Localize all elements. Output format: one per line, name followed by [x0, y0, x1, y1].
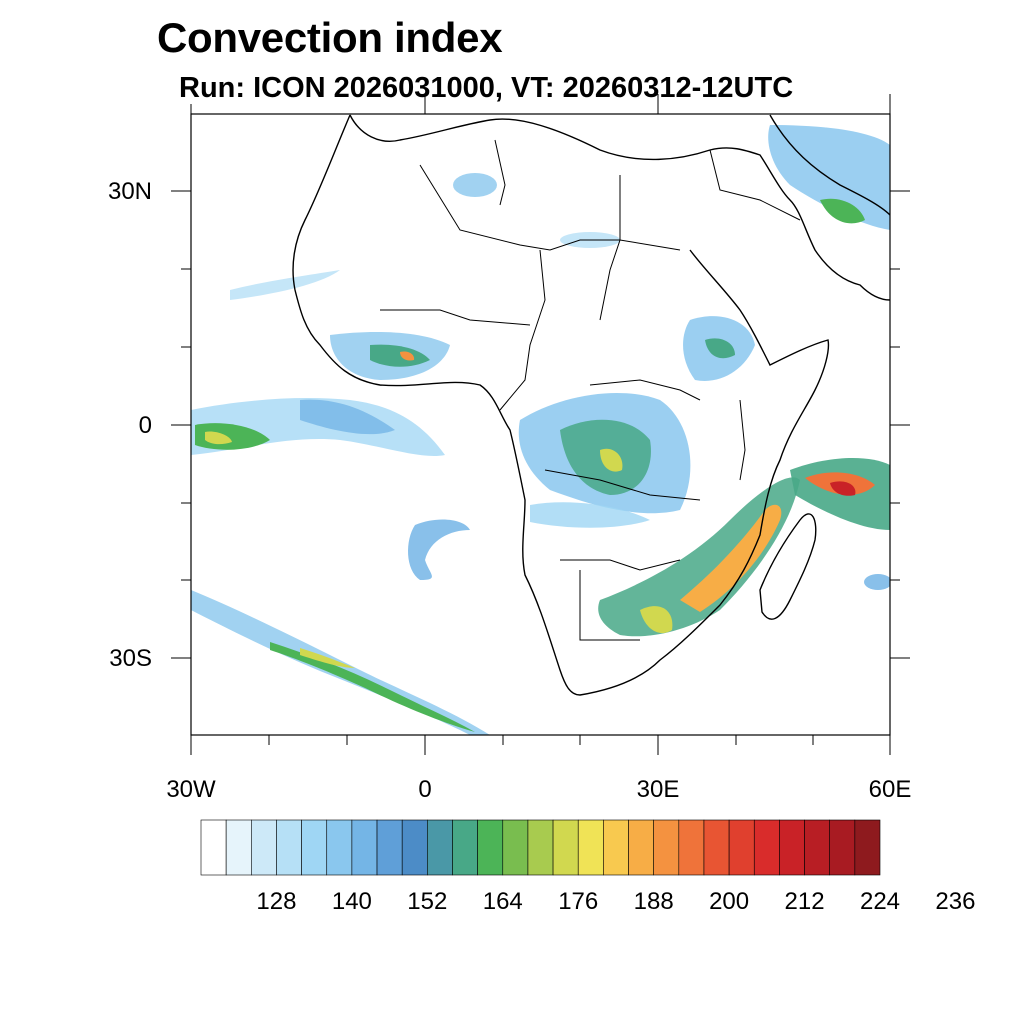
- colorbar-box: [779, 819, 805, 876]
- colorbar-box: [854, 819, 881, 876]
- colorbar-box: [527, 819, 554, 876]
- colorbar-box: [678, 819, 705, 876]
- east-cell: [864, 574, 890, 590]
- colorbar-box: [326, 819, 353, 876]
- lon-label-0: 0: [418, 776, 432, 803]
- colorbar-box: [552, 819, 579, 876]
- colorbar-box: [200, 819, 227, 876]
- colorbar-box: [804, 819, 831, 876]
- colorbar-box: [753, 819, 780, 876]
- colorbar-label: 140: [331, 888, 372, 915]
- colorbar-box: [251, 819, 277, 876]
- colorbar-box: [276, 819, 302, 876]
- colorbar-box: [225, 819, 252, 876]
- gulf-guinea-peak: [400, 351, 415, 361]
- atlantic-band-peak: [205, 431, 232, 445]
- colorbar-box: [603, 819, 629, 876]
- colorbar-box: [577, 819, 604, 876]
- chart-subtitle: Run: ICON 2026031000, VT: 20260312-12UTC: [179, 72, 794, 104]
- colorbar-box: [728, 819, 755, 876]
- border-namibia-sa: [579, 570, 640, 641]
- indian-ocean-peak: [830, 481, 856, 496]
- borders: [380, 139, 801, 641]
- lon-label-60e: 60E: [868, 776, 912, 803]
- mozambique-band-core: [680, 504, 782, 612]
- atlantic-band-mid: [300, 399, 395, 435]
- gulf-guinea-core: [370, 344, 430, 367]
- colorbar-box: [502, 819, 529, 876]
- border-angola-namibia: [560, 559, 681, 571]
- colorbar-box: [301, 819, 328, 876]
- congo-cluster-peak: [600, 448, 623, 472]
- lat-label-30n: 30N: [107, 178, 152, 205]
- convection-field: [191, 125, 890, 735]
- gulf-core: [820, 198, 865, 224]
- mozambique-band-outer: [598, 477, 800, 637]
- colorbar-box: [653, 819, 680, 876]
- lon-ticks: [190, 94, 891, 755]
- colorbar-label: 164: [482, 888, 523, 915]
- border-libya-egypt: [599, 175, 621, 321]
- colorbar-label: 128: [256, 888, 297, 915]
- border-car: [589, 379, 701, 401]
- colorbar-label: 152: [407, 888, 448, 915]
- coast-africa: [292, 114, 830, 696]
- border-niger-chad: [499, 249, 546, 411]
- colorbar-label: 176: [558, 888, 599, 915]
- colorbar-box: [628, 819, 654, 876]
- colorbar-label: 212: [784, 888, 825, 915]
- atlantic-streak-north: [230, 270, 340, 300]
- chart-title: Convection index: [157, 14, 503, 61]
- lat-label-0: 0: [138, 412, 152, 439]
- coast-madagascar: [759, 513, 817, 620]
- border-sahel: [380, 309, 531, 326]
- border-kenya: [739, 399, 746, 481]
- colorbar-box: [351, 819, 378, 876]
- colorbar: [200, 819, 881, 876]
- colorbar-label: 188: [633, 888, 674, 915]
- colorbar-label: 200: [709, 888, 750, 915]
- colorbar-label: 236: [935, 888, 976, 915]
- lon-label-30e: 30E: [636, 776, 680, 803]
- colorbar-box: [401, 819, 428, 876]
- colorbar-box: [427, 819, 453, 876]
- south-atlantic-swirl: [408, 519, 470, 580]
- border-algeria: [494, 139, 506, 206]
- colorbar-box: [376, 819, 403, 876]
- colorbar-box: [452, 819, 478, 876]
- colorbar-box: [477, 819, 504, 876]
- border-arabia: [709, 149, 801, 221]
- colorbar-box: [829, 819, 856, 876]
- angola-band: [530, 502, 650, 528]
- frontal-band-core: [270, 642, 475, 732]
- coast-arabia: [769, 114, 890, 216]
- frontal-band-peak: [300, 648, 355, 668]
- natal-cell: [640, 606, 673, 634]
- colorbar-label: 224: [859, 888, 901, 915]
- ethiopia-core: [705, 338, 735, 359]
- lat-label-30s: 30S: [109, 645, 152, 672]
- colorbar-box: [703, 819, 730, 876]
- sahara-cell: [453, 173, 497, 197]
- lon-label-30w: 30W: [166, 776, 216, 803]
- lat-ticks: [171, 190, 910, 659]
- border-drc-south: [544, 469, 701, 501]
